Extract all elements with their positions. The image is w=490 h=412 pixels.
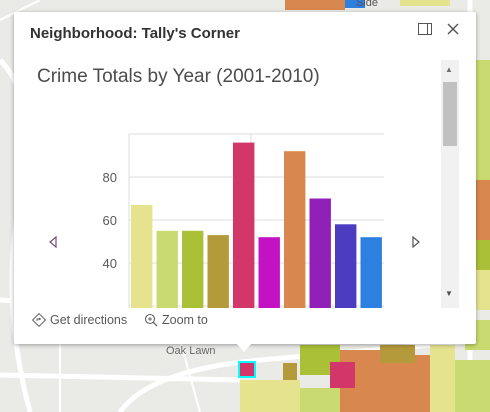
chart-title: Crime Totals by Year (2001-2010): [37, 66, 320, 87]
y-tick-label: 40: [103, 256, 117, 271]
popup-pointer: [236, 343, 252, 352]
chart-bar[interactable]: [156, 230, 178, 308]
chart-bar[interactable]: [309, 198, 331, 309]
chart-bar[interactable]: [207, 235, 229, 308]
close-button[interactable]: [442, 20, 464, 42]
popup-window: Neighborhood: Tally's Corner Crime Total…: [14, 12, 476, 344]
next-chart-button[interactable]: [408, 232, 424, 252]
chevron-right-icon: [412, 236, 420, 248]
scroll-thumb[interactable]: [443, 82, 457, 146]
zoom-in-icon: [144, 313, 158, 327]
popup-title: Neighborhood: Tally's Corner: [30, 25, 240, 42]
dock-button[interactable]: [414, 20, 436, 42]
chart-bar[interactable]: [284, 151, 306, 308]
zoom-to-button[interactable]: Zoom to: [144, 313, 208, 327]
chart-bar[interactable]: [335, 224, 357, 308]
scrollbar[interactable]: ▲ ▼: [441, 60, 459, 308]
zoom-to-label: Zoom to: [162, 313, 208, 327]
popup-actions: Get directions Zoom to: [14, 310, 476, 334]
map-label-oak-lawn: Oak Lawn: [166, 345, 216, 357]
chart-bar[interactable]: [233, 142, 255, 308]
chart-bar[interactable]: [182, 230, 204, 308]
chevron-left-icon: [49, 236, 57, 248]
scroll-down-icon[interactable]: ▼: [445, 289, 453, 298]
y-tick-label: 60: [103, 213, 117, 228]
chart-bar[interactable]: [258, 237, 280, 308]
popup-content[interactable]: Crime Totals by Year (2001-2010) 40 60 80: [14, 56, 460, 308]
map-label-side: Side: [356, 0, 378, 9]
close-icon: [447, 22, 459, 40]
scroll-up-icon[interactable]: ▲: [445, 65, 453, 74]
chart-bar[interactable]: [131, 204, 153, 308]
chart-bar[interactable]: [360, 237, 382, 308]
dock-icon: [418, 22, 432, 40]
directions-icon: [32, 313, 46, 327]
y-tick-label: 80: [103, 170, 117, 185]
previous-chart-button[interactable]: [45, 232, 61, 252]
get-directions-label: Get directions: [50, 313, 128, 327]
bar-chart: 40 60 80: [103, 133, 384, 309]
get-directions-button[interactable]: Get directions: [32, 313, 127, 327]
